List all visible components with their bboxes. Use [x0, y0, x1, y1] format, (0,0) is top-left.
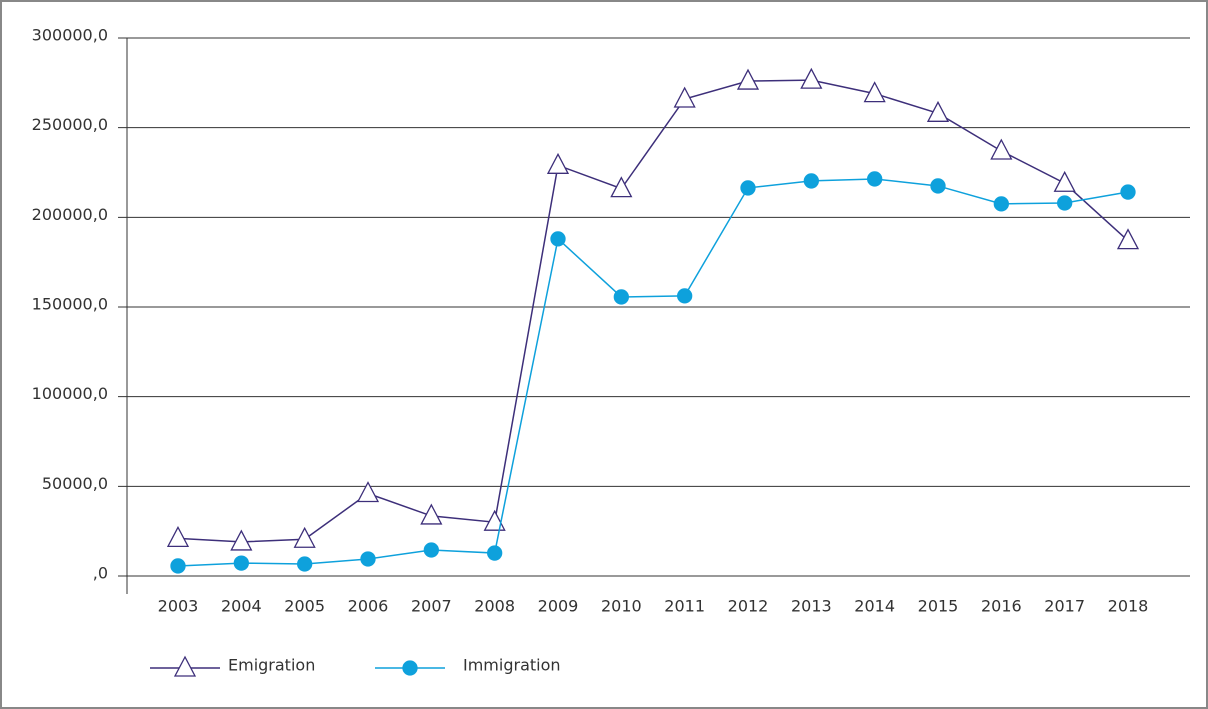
- data-point: [360, 551, 376, 567]
- data-point: [230, 529, 253, 551]
- data-point: [1053, 170, 1076, 192]
- x-tick-label: 2008: [474, 597, 515, 616]
- data-point: [930, 178, 946, 194]
- y-tick-label: 250000,0: [32, 115, 108, 134]
- series-line: [177, 79, 1129, 543]
- data-point: [166, 525, 190, 547]
- data-point: [1057, 195, 1073, 211]
- data-point: [993, 196, 1009, 212]
- data-point: [550, 231, 566, 247]
- x-tick-label: 2014: [854, 597, 895, 616]
- data-point: [297, 556, 313, 572]
- x-tick-label: 2007: [411, 597, 452, 616]
- data-point: [800, 67, 823, 89]
- data-point: [610, 176, 633, 198]
- data-point: [546, 152, 570, 174]
- x-tick-label: 2011: [664, 597, 705, 616]
- data-point: [740, 180, 756, 196]
- legend-marker: [402, 660, 418, 676]
- data-point: [803, 173, 819, 189]
- data-point: [487, 545, 503, 561]
- data-point: [990, 138, 1013, 160]
- y-tick-label: 150000,0: [32, 295, 108, 314]
- x-tick-label: 2004: [221, 597, 262, 616]
- data-point: [673, 86, 696, 108]
- y-tick-label: 200000,0: [32, 205, 108, 224]
- data-point: [736, 68, 760, 90]
- x-tick-label: 2018: [1108, 597, 1149, 616]
- y-tick-label: ,0: [93, 564, 108, 583]
- data-point: [863, 81, 886, 103]
- data-point: [233, 555, 249, 571]
- x-tick-label: 2013: [791, 597, 832, 616]
- legend-label: Immigration: [463, 656, 561, 675]
- x-tick-label: 2017: [1044, 597, 1085, 616]
- x-tick-label: 2006: [348, 597, 389, 616]
- data-point: [677, 288, 693, 304]
- data-point: [1120, 184, 1136, 200]
- y-tick-label: 300000,0: [32, 26, 108, 45]
- data-point: [613, 289, 629, 305]
- data-point: [420, 503, 443, 525]
- x-tick-label: 2015: [918, 597, 959, 616]
- legend-label: Emigration: [228, 656, 315, 675]
- data-point: [293, 526, 316, 548]
- x-tick-label: 2009: [538, 597, 579, 616]
- y-tick-label: 50000,0: [42, 474, 108, 493]
- x-tick-label: 2012: [728, 597, 769, 616]
- data-point: [170, 558, 186, 574]
- data-point: [1116, 228, 1140, 250]
- y-tick-label: 100000,0: [32, 384, 108, 403]
- x-tick-label: 2016: [981, 597, 1022, 616]
- x-tick-label: 2005: [284, 597, 325, 616]
- x-tick-label: 2003: [158, 597, 199, 616]
- legend-marker: [173, 655, 197, 677]
- data-point: [926, 100, 950, 122]
- series-line: [177, 178, 1129, 567]
- data-point: [867, 171, 883, 187]
- data-point: [423, 542, 439, 558]
- x-tick-label: 2010: [601, 597, 642, 616]
- data-point: [356, 481, 380, 503]
